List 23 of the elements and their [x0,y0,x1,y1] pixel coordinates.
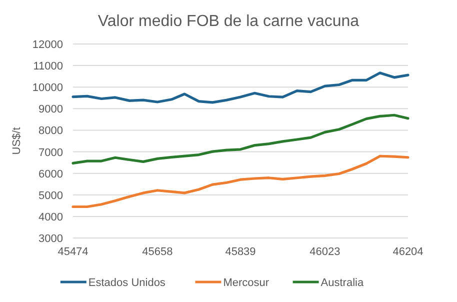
y-tick-label: 6000 [38,168,63,180]
y-tick-label: 3000 [38,233,63,245]
y-tick-label: 12000 [32,39,63,51]
legend-label: Mercosur [223,277,270,289]
x-tick-label: 45839 [225,246,256,258]
y-tick-label: 4000 [38,211,63,224]
y-tick-label: 8000 [38,125,63,138]
y-tick-label: 11000 [33,60,63,73]
legend-label: Estados Unidos [88,277,166,289]
x-tick-label: 46204 [392,246,424,258]
y-axis-title: US$/t [11,127,23,155]
legend-label: Australia [320,277,364,289]
line-series [72,114,410,164]
x-tick-label: 46023 [310,246,340,258]
y-tick-label: 9000 [38,104,63,116]
x-tick-label: 45658 [142,246,173,258]
chart-title: Valor medio FOB de la carne vacuna [98,13,360,30]
y-tick-label: 7000 [38,146,63,159]
x-tick-label: 45474 [58,246,88,258]
line-series [72,72,410,104]
y-tick-label: 10000 [32,82,63,94]
line-series [72,154,410,208]
y-tick-label: 5000 [38,190,63,202]
